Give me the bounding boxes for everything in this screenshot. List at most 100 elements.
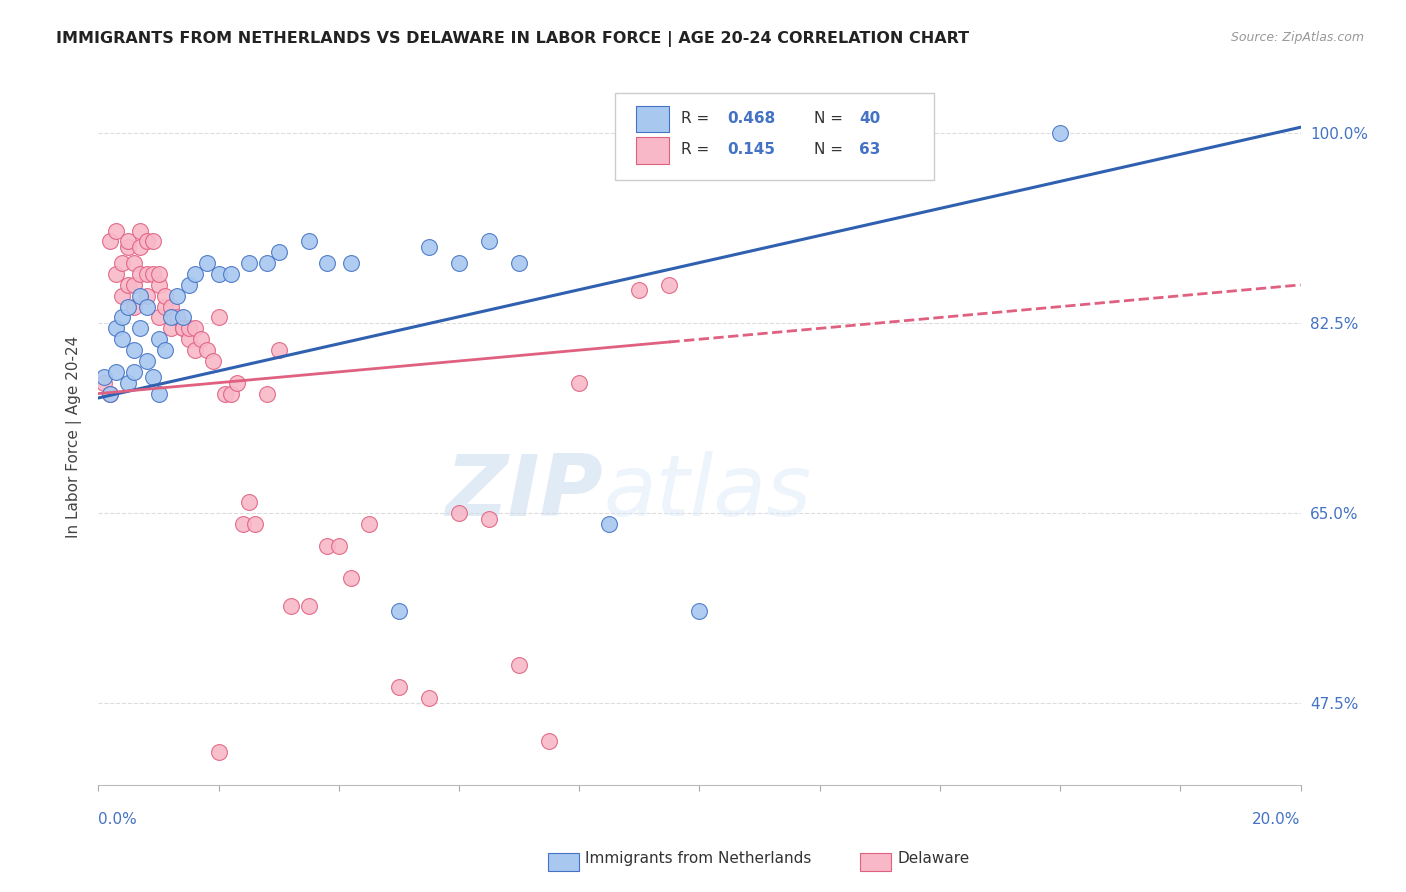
- Point: [159, 321, 181, 335]
- Point: [418, 240, 440, 254]
- Bar: [636, 106, 669, 132]
- Point: [100, 386, 122, 401]
- Point: [538, 734, 561, 748]
- Point: [208, 310, 231, 325]
- Point: [129, 223, 152, 237]
- Point: [447, 506, 470, 520]
- Point: [568, 376, 591, 390]
- Point: [135, 289, 157, 303]
- Point: [148, 277, 170, 292]
- Point: [177, 332, 200, 346]
- Point: [166, 289, 188, 303]
- Point: [315, 256, 337, 270]
- Point: [214, 386, 236, 401]
- Text: IMMIGRANTS FROM NETHERLANDS VS DELAWARE IN LABOR FORCE | AGE 20-24 CORRELATION C: IMMIGRANTS FROM NETHERLANDS VS DELAWARE …: [56, 31, 969, 47]
- Point: [357, 516, 380, 531]
- Point: [153, 300, 176, 314]
- Point: [508, 658, 530, 673]
- Point: [117, 235, 139, 249]
- Point: [141, 267, 163, 281]
- Point: [447, 256, 470, 270]
- Point: [219, 267, 242, 281]
- Text: ZIP: ZIP: [446, 451, 603, 534]
- Point: [172, 321, 194, 335]
- Text: 20.0%: 20.0%: [1253, 812, 1301, 827]
- Point: [124, 277, 146, 292]
- Point: [1049, 126, 1071, 140]
- Point: [141, 235, 163, 249]
- Point: [111, 289, 134, 303]
- Point: [148, 310, 170, 325]
- Point: [315, 539, 337, 553]
- Text: 63: 63: [859, 142, 880, 157]
- Point: [117, 240, 139, 254]
- Point: [124, 343, 146, 357]
- Point: [418, 690, 440, 705]
- Point: [148, 267, 170, 281]
- FancyBboxPatch shape: [616, 93, 934, 179]
- Text: 0.145: 0.145: [727, 142, 775, 157]
- Point: [93, 376, 115, 390]
- Point: [388, 604, 411, 618]
- Point: [129, 321, 152, 335]
- Point: [328, 539, 350, 553]
- Point: [478, 235, 501, 249]
- Point: [177, 277, 200, 292]
- Point: [232, 516, 254, 531]
- Point: [111, 256, 134, 270]
- Point: [478, 511, 501, 525]
- Point: [117, 300, 139, 314]
- Point: [172, 310, 194, 325]
- Point: [129, 289, 152, 303]
- Point: [280, 599, 302, 613]
- Bar: [636, 137, 669, 163]
- Text: Immigrants from Netherlands: Immigrants from Netherlands: [585, 851, 811, 865]
- Point: [183, 343, 205, 357]
- Point: [172, 321, 194, 335]
- Point: [243, 516, 266, 531]
- Text: 40: 40: [859, 111, 880, 126]
- Point: [256, 386, 278, 401]
- Point: [267, 245, 290, 260]
- Point: [111, 310, 134, 325]
- Point: [177, 321, 200, 335]
- Point: [129, 240, 152, 254]
- Point: [141, 370, 163, 384]
- Point: [238, 256, 260, 270]
- Point: [388, 680, 411, 694]
- Point: [153, 343, 176, 357]
- Point: [267, 343, 290, 357]
- Point: [208, 745, 231, 759]
- Point: [117, 376, 139, 390]
- Text: R =: R =: [682, 142, 714, 157]
- Point: [340, 571, 363, 585]
- Point: [100, 386, 122, 401]
- Point: [201, 354, 224, 368]
- Text: Source: ZipAtlas.com: Source: ZipAtlas.com: [1230, 31, 1364, 45]
- Text: Delaware: Delaware: [897, 851, 969, 865]
- Point: [628, 283, 651, 297]
- Point: [135, 267, 157, 281]
- Point: [148, 332, 170, 346]
- Point: [105, 365, 128, 379]
- Point: [298, 235, 321, 249]
- Point: [598, 516, 620, 531]
- Point: [129, 267, 152, 281]
- Point: [159, 310, 181, 325]
- Text: R =: R =: [682, 111, 714, 126]
- Point: [689, 604, 711, 618]
- Point: [124, 300, 146, 314]
- Point: [100, 235, 122, 249]
- Point: [135, 235, 157, 249]
- Point: [111, 332, 134, 346]
- Point: [238, 495, 260, 509]
- Y-axis label: In Labor Force | Age 20-24: In Labor Force | Age 20-24: [66, 336, 83, 538]
- Point: [124, 365, 146, 379]
- Point: [183, 321, 205, 335]
- Point: [256, 256, 278, 270]
- Point: [658, 277, 681, 292]
- Point: [93, 370, 115, 384]
- Point: [508, 256, 530, 270]
- Point: [195, 343, 218, 357]
- Text: 0.0%: 0.0%: [98, 812, 138, 827]
